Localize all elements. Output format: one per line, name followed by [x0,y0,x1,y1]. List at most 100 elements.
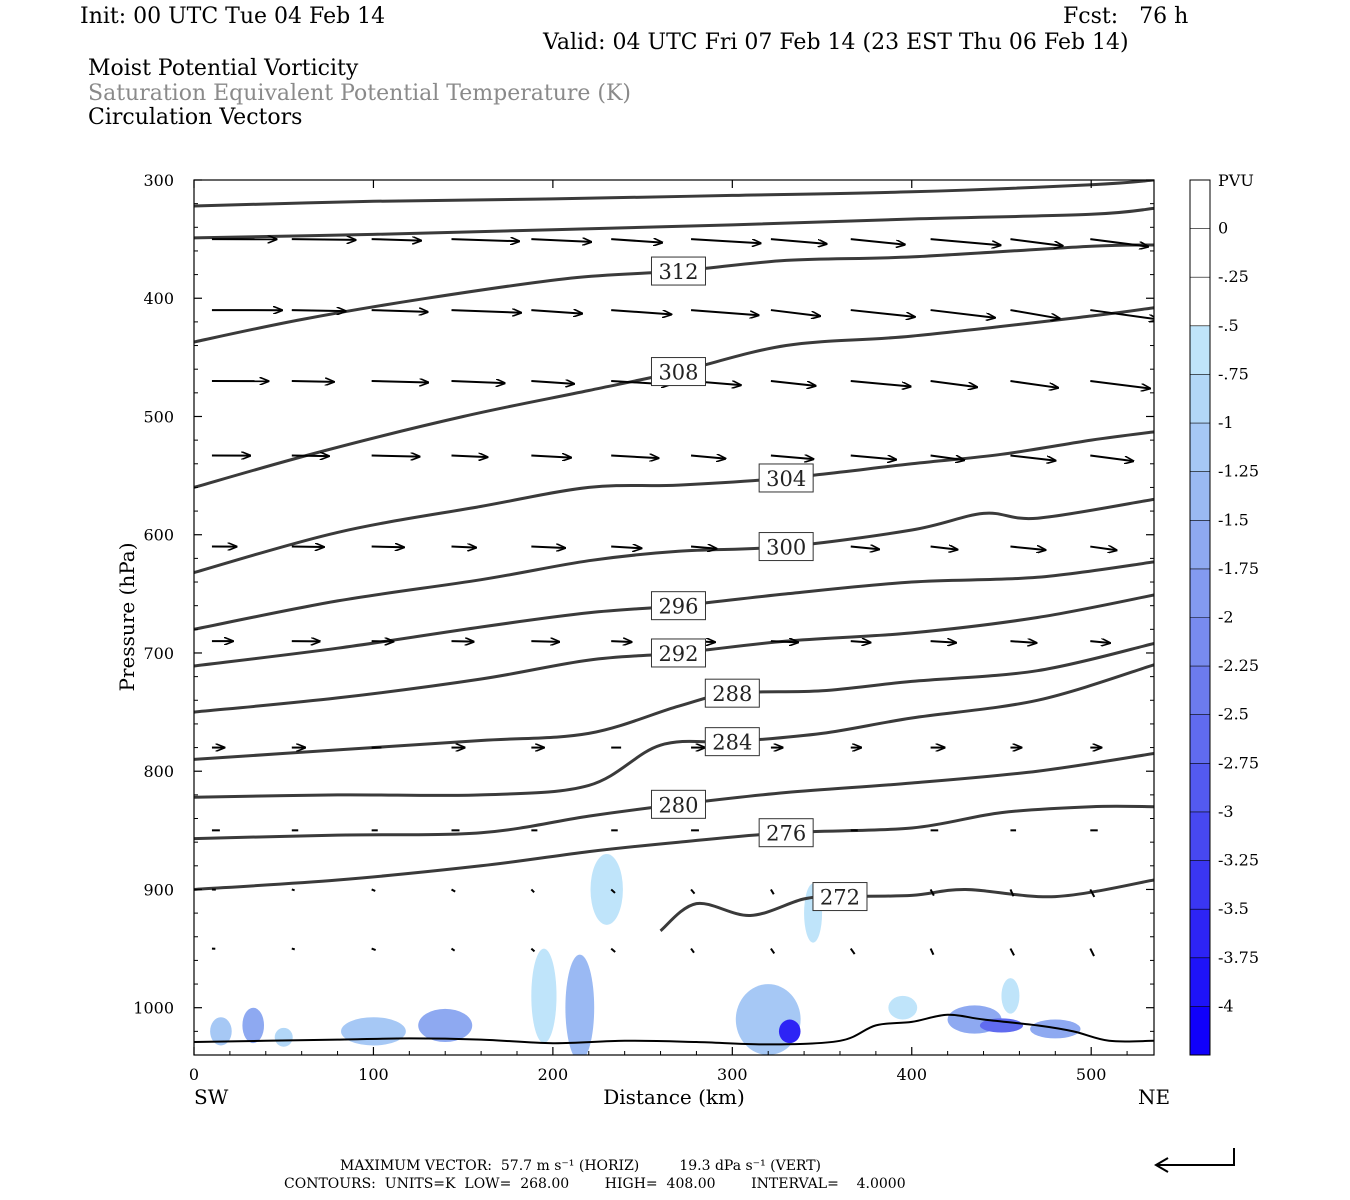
circulation-vector [610,947,616,953]
init-time: Init: 00 UTC Tue 04 Feb 14 [80,4,386,29]
circulation-vector [291,888,295,892]
circulation-vector [770,456,813,460]
pv-region [341,1017,406,1046]
circulation-vector [690,456,725,459]
circulation-vector [690,309,758,315]
axis-ticks: 300 400 500 600 700 800 900 1000 0 100 200 300 400 50… [133,171,1154,1084]
circulation-vector [291,310,346,311]
circulation-vector [451,456,487,458]
colorbar-swatch [1190,763,1210,812]
y-tick-label: 900 [143,880,174,899]
colorbar-label: -1.5 [1218,510,1249,529]
pv-colorbar: 0 -.25 -.5 -.75 -1 -1.25 -1.5 -1.75 -2 -2.25 -2.5 -… [1189,179,1259,1056]
colorbar-swatch [1190,909,1210,958]
colorbar-swatch [1190,666,1210,715]
y-tick-label: 800 [143,762,174,781]
circulation-vector [1090,238,1148,246]
circulation-vector [611,239,662,242]
contour-info: CONTOURS: UNITS=K LOW= 268.00 HIGH= 408.… [284,1176,906,1192]
y-tick-label: 400 [143,289,174,308]
circulation-vector [531,310,582,314]
contour-label: 292 [650,638,706,668]
circulation-vector [531,381,574,384]
circulation-vector [1009,889,1015,897]
pv-region [242,1007,265,1044]
theta-contour-312 [194,206,1154,240]
circulation-vector [930,309,995,318]
svg-text:272: 272 [820,886,860,910]
circulation-vector [1090,454,1133,462]
colorbar-swatch [1190,1006,1210,1055]
x-tick-label: 300 [717,1065,748,1084]
y-tick-label: 500 [143,407,174,426]
circulation-vector [371,888,376,892]
title-vectors: Circulation Vectors [88,105,303,130]
circulation-vector [930,380,977,387]
circulation-vector [371,381,429,382]
colorbar-swatch [1190,471,1210,521]
pv-region [565,954,595,1055]
colorbar-swatch [1190,277,1210,326]
colorbar-unit: PVU [1218,171,1254,190]
pv-region [778,1019,801,1044]
x-axis-title: Distance (km) [603,1085,745,1109]
circulation-vector [291,239,356,240]
circulation-vector [531,641,559,642]
circulation-vector [930,454,965,461]
circulation-vector [930,641,956,643]
circulation-vector [531,456,571,458]
colorbar-label: -3.75 [1218,948,1259,967]
x-tick-label: 0 [189,1065,199,1084]
contour-label: 312 [650,256,706,286]
contour-label: 304 [758,463,814,493]
valid-time: Valid: 04 UTC Fri 07 Feb 14 (23 EST Thu … [543,30,1129,55]
sw-label: SW [194,1085,229,1109]
colorbar-label: -3.25 [1218,851,1259,870]
circulation-vector [850,309,915,317]
theta-contour-308 [194,306,1154,489]
pv-region [1001,978,1020,1014]
x-tick-label: 400 [896,1065,927,1084]
contour-label: 308 [650,357,706,387]
y-tick-label: 600 [143,526,174,545]
ne-label: NE [1138,1085,1170,1109]
circulation-vector [850,454,896,460]
circulation-vector [929,948,935,956]
title-mpv: Moist Potential Vorticity [88,56,359,81]
contour-label: 276 [758,818,814,848]
circulation-vector [690,888,696,895]
circulation-vector [770,380,816,386]
circulation-vector [611,547,641,549]
theta-contour-272 [659,878,1154,932]
svg-text:292: 292 [658,642,698,666]
terrain-surface [194,1013,1154,1046]
contour-labels: 312 308 304 300 296 292 288 284 280 276 272 [650,256,868,912]
svg-text:308: 308 [658,361,698,385]
circulation-vector [1010,309,1059,319]
colorbar-label: -.25 [1218,267,1249,286]
svg-text:296: 296 [658,595,698,619]
colorbar-swatch [1190,520,1210,569]
circulation-vector [1010,454,1055,461]
circulation-vector [451,239,519,241]
circulation-vector [770,888,775,895]
pv-region [888,995,918,1020]
contour-label: 284 [704,727,760,757]
theta-contour-300 [194,497,1154,631]
colorbar-label: -2.25 [1218,656,1259,675]
colorbar-label: -.75 [1218,364,1249,383]
colorbar-swatch [1190,374,1210,424]
circulation-vector [531,239,591,242]
circulation-vector [1090,309,1154,319]
colorbar-label: -2.5 [1218,705,1249,724]
circulation-vector [1090,547,1116,551]
contour-label: 272 [812,882,868,912]
theta-contour-316 [194,180,1154,208]
svg-text:276: 276 [766,822,806,846]
colorbar-swatch [1190,180,1210,229]
circulation-vector [690,948,695,954]
circulation-vector [451,547,476,548]
circulation-vector [291,947,296,951]
reference-arrow-icon [1154,1148,1235,1173]
